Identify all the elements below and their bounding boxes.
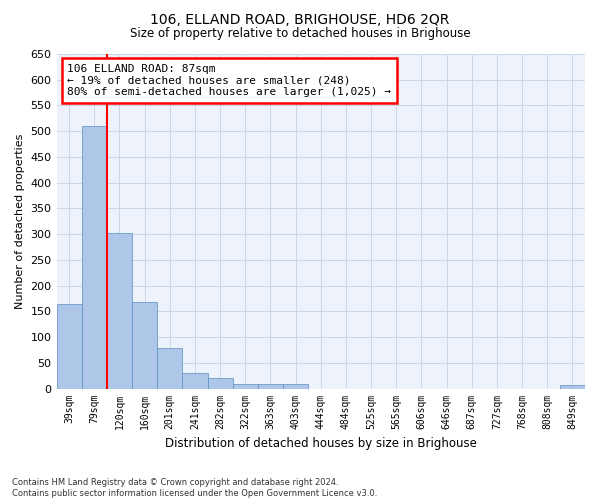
Bar	[132, 302, 157, 388]
Bar	[233, 384, 258, 388]
Text: Size of property relative to detached houses in Brighouse: Size of property relative to detached ho…	[130, 28, 470, 40]
Y-axis label: Number of detached properties: Number of detached properties	[15, 134, 25, 309]
Bar	[283, 384, 308, 388]
Bar	[208, 378, 233, 388]
Bar	[107, 232, 132, 388]
Bar	[258, 384, 283, 388]
Bar	[560, 386, 585, 388]
Bar	[56, 304, 82, 388]
Bar	[157, 348, 182, 389]
Text: 106 ELLAND ROAD: 87sqm
← 19% of detached houses are smaller (248)
80% of semi-de: 106 ELLAND ROAD: 87sqm ← 19% of detached…	[67, 64, 391, 97]
Text: Contains HM Land Registry data © Crown copyright and database right 2024.
Contai: Contains HM Land Registry data © Crown c…	[12, 478, 377, 498]
Bar	[82, 126, 107, 388]
Text: 106, ELLAND ROAD, BRIGHOUSE, HD6 2QR: 106, ELLAND ROAD, BRIGHOUSE, HD6 2QR	[151, 12, 449, 26]
X-axis label: Distribution of detached houses by size in Brighouse: Distribution of detached houses by size …	[165, 437, 477, 450]
Bar	[182, 372, 208, 388]
